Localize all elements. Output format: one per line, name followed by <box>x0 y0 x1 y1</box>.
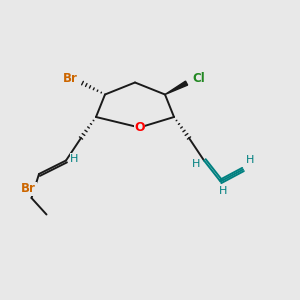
Text: O: O <box>134 121 145 134</box>
Text: Br: Br <box>63 72 78 86</box>
Text: Br: Br <box>21 182 36 196</box>
Text: H: H <box>245 155 254 165</box>
Polygon shape <box>165 81 188 94</box>
Text: H: H <box>219 186 228 196</box>
Text: H: H <box>191 159 200 169</box>
Text: H: H <box>70 154 79 164</box>
Text: Cl: Cl <box>192 72 205 86</box>
